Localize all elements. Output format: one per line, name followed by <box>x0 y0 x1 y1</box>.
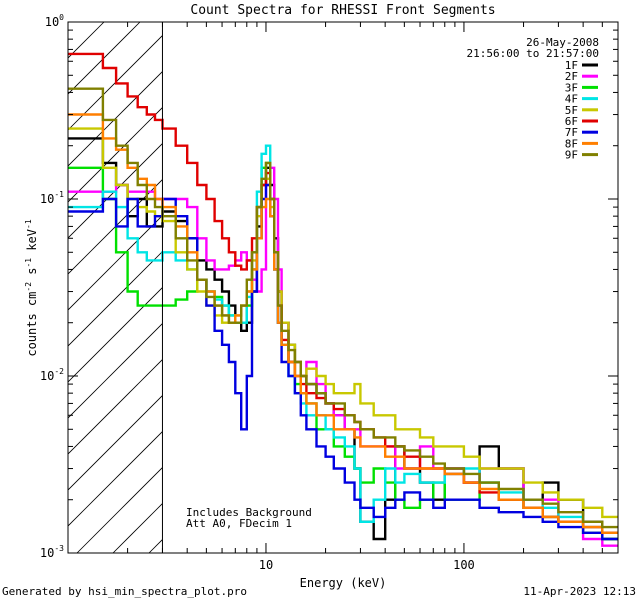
axes: 10 100 100 10-1 10-2 10-3 <box>40 13 619 572</box>
legend-label-2F: 2F <box>565 70 578 83</box>
hatch-line <box>68 70 163 167</box>
plot-frame <box>67 21 619 554</box>
hatch-line <box>68 106 163 203</box>
hatch-line <box>68 142 163 239</box>
background-note: Includes Background <box>186 506 312 519</box>
hatch-line <box>68 394 163 491</box>
x-axis-label: Energy (keV) <box>300 576 387 590</box>
legend-label-5F: 5F <box>565 104 578 117</box>
hatch-line <box>68 250 163 347</box>
legend-label-3F: 3F <box>565 81 578 94</box>
hatch-line <box>112 502 163 553</box>
series-5F <box>68 127 618 519</box>
y-axis-label: counts cm-2 s-1 keV-1 <box>24 219 39 356</box>
footer-timestamp: 11-Apr-2023 12:13 <box>523 585 636 598</box>
legend-label-7F: 7F <box>565 126 578 139</box>
time-annotation: 21:56:00 to 21:57:00 <box>467 47 599 60</box>
x-tick-label: 10 <box>259 558 273 572</box>
chart-title: Count Spectra for RHESSI Front Segments <box>190 3 495 18</box>
legend-label-4F: 4F <box>565 93 578 106</box>
hatched-region <box>68 22 163 553</box>
footer-generator: Generated by hsi_min_spectra_plot.pro <box>2 585 247 598</box>
hatch-line <box>68 22 105 59</box>
hatch-line <box>68 430 163 527</box>
hatch-line <box>76 466 163 553</box>
date-annotation: 26-May-2008 <box>526 36 599 49</box>
series-4F <box>68 144 618 534</box>
attenuator-note: Att A0, FDecim 1 <box>186 517 292 530</box>
hatch-line <box>68 34 163 131</box>
hatch-line <box>68 286 163 383</box>
series-9F <box>68 87 618 529</box>
y-tick-label: 100 <box>45 13 64 29</box>
series-7F <box>68 183 618 541</box>
hatch-line <box>68 214 163 311</box>
series-6F <box>68 52 618 534</box>
hatch-line <box>68 22 69 23</box>
legend-label-9F: 9F <box>565 149 578 162</box>
series-2F <box>68 166 618 547</box>
hatch-line <box>68 22 141 95</box>
hatch-line <box>68 178 163 275</box>
legend-label-6F: 6F <box>565 115 578 128</box>
series-layer <box>68 52 618 547</box>
legend-label-1F: 1F <box>565 59 578 72</box>
y-tick-label: 10-1 <box>40 190 64 206</box>
y-tick-label: 10-2 <box>40 367 64 383</box>
x-tick-label: 100 <box>453 558 475 572</box>
legend-label-8F: 8F <box>565 137 578 150</box>
hatch-line <box>68 358 163 455</box>
series-8F <box>68 113 618 534</box>
y-tick-label: 10-3 <box>40 544 64 560</box>
